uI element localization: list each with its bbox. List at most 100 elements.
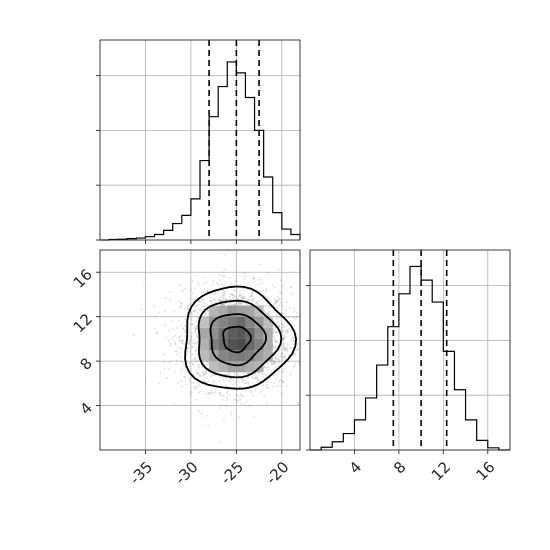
sample-point <box>226 390 229 393</box>
sample-point <box>284 356 287 359</box>
sample-point <box>293 353 296 356</box>
sample-point <box>220 299 222 302</box>
sample-point <box>198 309 201 311</box>
sample-point <box>180 369 183 371</box>
sample-point <box>276 299 279 302</box>
sample-point <box>229 292 232 295</box>
sample-point <box>292 365 295 368</box>
sample-point <box>280 330 283 332</box>
sample-point <box>199 300 201 303</box>
sample-point <box>266 296 269 299</box>
sample-point <box>240 293 243 296</box>
sample-point <box>197 364 200 367</box>
sample-point <box>218 299 221 301</box>
sample-point <box>207 310 209 312</box>
sample-point <box>180 302 183 305</box>
sample-point <box>187 334 190 337</box>
density-cell <box>245 350 255 362</box>
sample-point <box>275 340 277 342</box>
sample-point <box>286 343 289 346</box>
sample-point <box>223 275 226 277</box>
sample-point <box>240 394 243 397</box>
sample-point <box>256 301 259 304</box>
sample-point <box>241 297 244 299</box>
sample-point <box>217 283 220 286</box>
density-cell <box>200 327 210 339</box>
sample-point <box>264 366 267 369</box>
sample-point <box>292 336 294 339</box>
sample-point <box>277 355 280 358</box>
sample-point <box>300 381 302 383</box>
sample-point <box>199 308 202 311</box>
density-cell <box>227 305 237 317</box>
sample-point <box>197 373 200 376</box>
sample-point <box>292 337 295 340</box>
sample-point <box>226 396 229 399</box>
sample-point <box>210 299 213 302</box>
sample-point <box>190 390 192 393</box>
sample-point <box>278 316 281 319</box>
sample-point <box>300 336 302 338</box>
sample-point <box>254 389 257 392</box>
sample-point <box>194 274 197 277</box>
sample-point <box>286 384 289 387</box>
sample-point <box>234 302 237 305</box>
sample-point <box>214 388 217 391</box>
sample-point <box>209 300 212 303</box>
sample-point <box>229 374 232 377</box>
sample-point <box>223 293 226 296</box>
sample-point <box>214 391 217 393</box>
hist-x-frame <box>99 39 301 241</box>
sample-point <box>289 307 292 309</box>
sample-point <box>194 327 197 330</box>
sample-point <box>196 360 199 363</box>
sample-point <box>196 336 198 339</box>
sample-point <box>264 366 267 368</box>
sample-point <box>280 323 283 325</box>
sample-point <box>303 316 305 318</box>
sample-point <box>238 293 241 296</box>
sample-point <box>205 313 208 316</box>
sample-point <box>186 347 189 350</box>
sample-point <box>297 342 300 345</box>
sample-point <box>170 345 173 348</box>
sample-point <box>219 296 222 299</box>
sample-point <box>243 272 246 274</box>
sample-point <box>238 374 241 377</box>
sample-point <box>256 379 259 381</box>
sample-point <box>236 394 239 397</box>
density-cell <box>209 327 219 339</box>
sample-point <box>178 335 181 338</box>
sample-point <box>190 347 193 350</box>
sample-point <box>184 329 187 332</box>
sample-point <box>285 300 288 303</box>
sample-point <box>322 318 324 320</box>
sample-point <box>301 336 303 338</box>
sample-point <box>278 380 281 383</box>
density-cell <box>209 361 219 373</box>
sample-point <box>273 339 276 342</box>
sample-point <box>252 415 255 418</box>
sample-point <box>258 283 261 286</box>
sample-point <box>286 350 288 353</box>
sample-point <box>190 337 192 340</box>
sample-point <box>168 329 171 332</box>
sample-point <box>283 337 286 340</box>
sample-point <box>196 305 199 308</box>
sample-point <box>200 412 203 415</box>
density-cell <box>236 338 246 350</box>
sample-point <box>282 324 284 327</box>
sample-point <box>192 353 195 356</box>
sample-point <box>311 345 313 347</box>
sample-point <box>195 368 198 371</box>
sample-point <box>316 348 318 350</box>
sample-point <box>295 349 297 352</box>
sample-point <box>238 397 241 400</box>
sample-point <box>300 359 302 361</box>
sample-point <box>259 278 262 281</box>
sample-point <box>172 328 175 331</box>
sample-point <box>199 390 202 393</box>
sample-point <box>223 254 226 257</box>
sample-point <box>240 294 243 297</box>
sample-point <box>275 313 278 316</box>
